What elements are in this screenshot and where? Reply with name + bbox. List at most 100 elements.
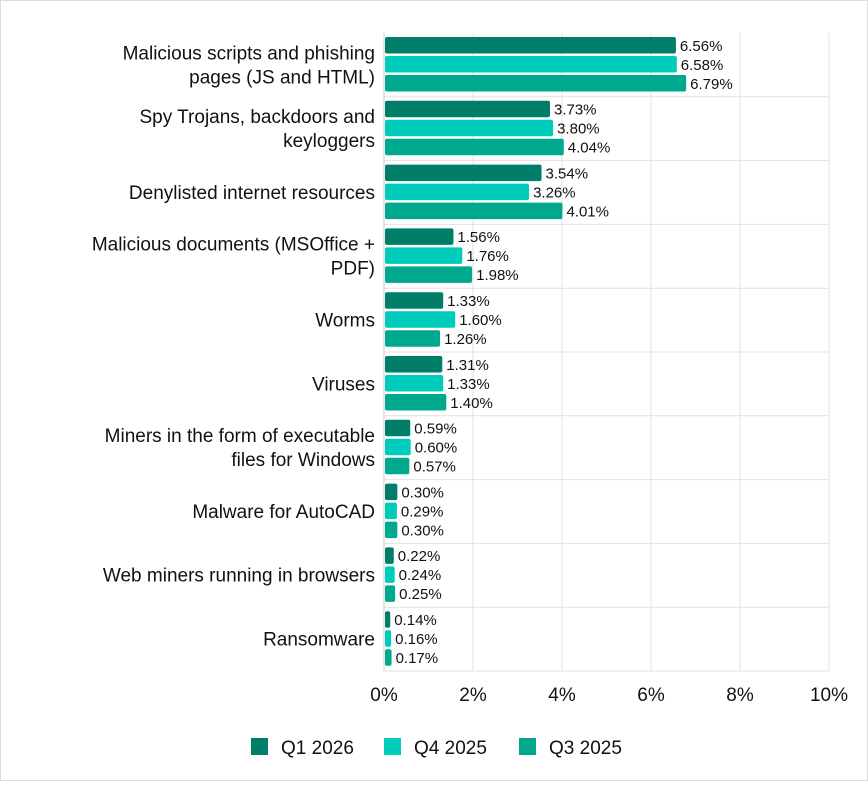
- category-label: Worms: [315, 310, 375, 331]
- data-labels: 6.56% 6.58% 6.79% 3.73% 3.80% 4.04% 3.54% 3.26%…: [394, 38, 732, 667]
- data-label: 0.14%: [394, 612, 437, 629]
- category-label-line: Ransomware: [263, 629, 375, 650]
- bar: [385, 119, 554, 137]
- category-label-line: Worms: [315, 310, 375, 331]
- data-label: 0.22%: [398, 548, 441, 565]
- data-label: 1.60%: [459, 312, 502, 329]
- data-label: 3.26%: [533, 184, 576, 201]
- data-label: 1.76%: [466, 248, 509, 265]
- data-label: 0.25%: [399, 586, 442, 603]
- bar: [385, 164, 542, 182]
- bar: [385, 183, 530, 201]
- data-label: 0.30%: [401, 522, 444, 539]
- bar: [385, 37, 676, 54]
- category-label-line: Miners in the form of executable: [105, 426, 375, 447]
- category-label: Denylisted internet resources: [129, 183, 375, 204]
- bar: [385, 394, 447, 411]
- bar: [385, 311, 456, 328]
- legend-swatch: [384, 738, 401, 755]
- bar: [385, 457, 410, 475]
- category-label: Spy Trojans, backdoors and keyloggers: [139, 107, 375, 152]
- data-label: 0.60%: [415, 440, 458, 457]
- data-label: 0.57%: [413, 459, 456, 476]
- bar: [385, 521, 398, 539]
- data-label: 6.56%: [680, 38, 723, 55]
- legend-swatch: [519, 738, 536, 755]
- legend-label: Q4 2025: [414, 738, 487, 759]
- bar: [385, 375, 444, 392]
- data-label: 6.79%: [690, 76, 733, 93]
- bar: [385, 266, 473, 283]
- legend-label: Q1 2026: [281, 738, 354, 759]
- data-label: 0.16%: [395, 631, 438, 648]
- category-label-line: pages (JS and HTML): [189, 67, 375, 88]
- data-label: 1.26%: [444, 331, 487, 348]
- bar: [385, 438, 411, 456]
- data-label: 1.40%: [450, 395, 493, 412]
- bar: [385, 292, 444, 309]
- category-label: Web miners running in browsers: [103, 566, 375, 587]
- category-label-line: Web miners running in browsers: [103, 566, 375, 587]
- data-label: 1.56%: [457, 229, 500, 246]
- bar: [385, 483, 398, 501]
- bar: [385, 202, 563, 220]
- x-tick-label: 4%: [548, 685, 576, 706]
- x-tick-label: 8%: [726, 685, 754, 706]
- legend-label: Q3 2025: [549, 738, 622, 759]
- legend: Q1 2026 Q4 2025 Q3 2025: [251, 738, 622, 759]
- data-label: 3.73%: [554, 102, 597, 119]
- bar: [385, 502, 397, 520]
- legend-swatch: [251, 738, 268, 755]
- category-label-line: Malware for AutoCAD: [192, 502, 375, 523]
- x-tick-label: 10%: [810, 685, 848, 706]
- bar: [385, 585, 396, 602]
- data-label: 0.29%: [401, 503, 444, 520]
- bar: [385, 247, 463, 264]
- data-label: 0.59%: [414, 421, 457, 438]
- bar: [385, 356, 443, 373]
- data-label: 0.24%: [399, 567, 442, 584]
- data-label: 1.98%: [476, 267, 519, 284]
- data-label: 3.80%: [557, 121, 600, 138]
- data-label: 0.17%: [396, 650, 439, 667]
- bar: [385, 630, 392, 647]
- category-label-line: files for Windows: [231, 450, 375, 471]
- bar: [385, 56, 677, 73]
- bar: [385, 228, 454, 245]
- data-label: 3.54%: [546, 165, 589, 182]
- category-label-line: Spy Trojans, backdoors and: [139, 107, 375, 128]
- category-label: Malicious documents (MSOffice + PDF): [92, 235, 375, 280]
- category-label: Miners in the form of executable files fo…: [105, 426, 375, 471]
- bar: [385, 419, 411, 437]
- bar: [385, 75, 687, 92]
- category-labels: Malicious scripts and phishing pages (JS …: [92, 43, 375, 650]
- bar: [385, 547, 394, 564]
- bar: [385, 649, 392, 666]
- x-tick-label: 2%: [459, 685, 487, 706]
- x-tick-labels: 0% 2% 4% 6% 8% 10%: [370, 685, 848, 706]
- bar: [385, 611, 391, 628]
- data-label: 0.30%: [401, 484, 444, 501]
- data-label: 4.04%: [568, 140, 611, 157]
- category-label-line: Malicious scripts and phishing: [123, 43, 375, 64]
- category-label-line: Viruses: [312, 374, 375, 395]
- category-label-line: Malicious documents (MSOffice +: [92, 235, 375, 256]
- category-separators: [384, 96, 829, 672]
- data-label: 6.58%: [681, 57, 724, 74]
- bar: [385, 100, 550, 118]
- bar: [385, 138, 564, 156]
- category-label: Ransomware: [263, 629, 375, 650]
- x-tick-label: 6%: [637, 685, 665, 706]
- category-label: Malicious scripts and phishing pages (JS …: [123, 43, 375, 88]
- data-label: 1.33%: [447, 293, 490, 310]
- category-label-line: PDF): [331, 259, 375, 280]
- data-label: 4.01%: [566, 203, 609, 220]
- category-label-line: Denylisted internet resources: [129, 183, 375, 204]
- x-tick-label: 0%: [370, 685, 398, 706]
- category-label: Malware for AutoCAD: [192, 502, 375, 523]
- category-label: Viruses: [312, 374, 375, 395]
- data-label: 1.33%: [447, 376, 490, 393]
- bar: [385, 566, 395, 583]
